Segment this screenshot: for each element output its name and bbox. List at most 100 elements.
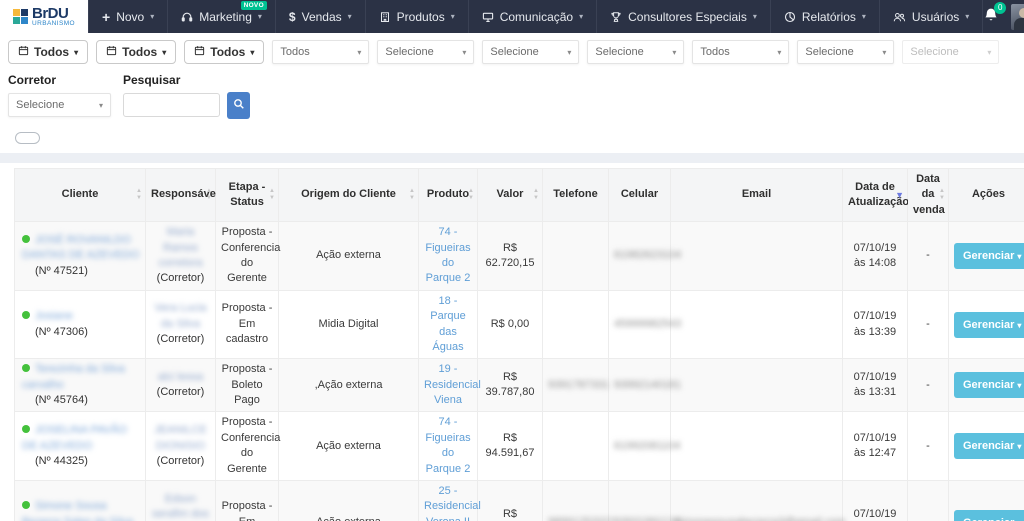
brand-logo[interactable]: BrDU URBANISMO [0, 0, 88, 33]
filter-select-7: Selecione ▾ [902, 40, 1000, 64]
status-dot-icon [22, 501, 30, 510]
notification-count-badge: 0 [994, 1, 1007, 14]
gerenciar-button[interactable]: Gerenciar ▾ [954, 433, 1024, 460]
valor-cell: R$ 39.787,80 [477, 358, 543, 413]
produto-link[interactable]: 18 - Parque das Águas [430, 294, 466, 353]
column-label: Ações [971, 188, 1006, 201]
etapa-status-cell: Proposta - Boleto Pago [215, 358, 279, 413]
search-input[interactable] [123, 93, 220, 117]
nav-item-marketing[interactable]: Marketing ▾ NOVO [167, 0, 275, 33]
column-header-email: Email [670, 167, 843, 223]
sort-icon: ▲ ▼ [409, 188, 415, 202]
toggle-switch[interactable] [15, 132, 40, 144]
responsavel-role: (Corretor) [156, 333, 205, 346]
gerenciar-button[interactable]: Gerenciar ▾ [954, 311, 1024, 338]
pesquisar-label: Pesquisar [123, 73, 181, 87]
divider-band [0, 153, 1024, 163]
sort-icon: ▲ ▼ [206, 188, 212, 202]
sort-icon: ▲ ▼ [533, 188, 539, 202]
nav-menu: + Novo ▾ Marketing ▾ NOVO $ Vendas ▾ Produtos ▾ Com… [88, 0, 984, 33]
table-row: JOSÉ ROVANILDO DANTAS DE AZEVEDO (Nº 4752… [14, 221, 1024, 291]
gerenciar-button[interactable]: Gerenciar ▾ [954, 509, 1024, 521]
cliente-cell: JOSELINA PAVÃO DE AZEVEDO (Nº 44325) [14, 411, 146, 482]
nav-item-label: Marketing [199, 9, 252, 24]
column-label: Cliente [61, 188, 99, 201]
date-filter-button-3[interactable]: Todos ▾ [184, 40, 265, 64]
table-row: Josiane (Nº 47306) Vera Lucia da Silva (Cor… [14, 289, 1024, 360]
filter-select-5[interactable]: Todos ▾ [692, 40, 790, 64]
client-name-link[interactable]: Josiane [35, 310, 73, 323]
chevron-down-icon: ▾ [882, 47, 887, 57]
produto-link[interactable]: 19 - Residencial Viena [424, 363, 481, 407]
data-venda-cell: - [907, 411, 949, 482]
date-filter-label: Todos [210, 45, 246, 59]
chevron-down-icon: ▾ [777, 47, 782, 57]
phone-value: 61992081104 [614, 439, 681, 452]
email-value: simonesousabezerra3@gmail.com [676, 516, 846, 521]
gerenciar-button[interactable]: Gerenciar ▾ [954, 372, 1024, 399]
date-filter-label: Todos [34, 45, 70, 59]
chevron-down-icon: ▾ [567, 47, 572, 57]
column-label: Etapa - Status [228, 180, 266, 209]
nav-item-usuarios[interactable]: Usuários ▾ [878, 0, 984, 33]
top-navbar: BrDU URBANISMO + Novo ▾ Marketing ▾ NOVO $ Vend… [0, 0, 1024, 33]
filter-select-1[interactable]: Todos ▾ [272, 40, 370, 64]
filter-select-4[interactable]: Selecione ▾ [587, 40, 685, 64]
chevron-down-icon: ▾ [462, 47, 467, 57]
column-header-valor[interactable]: Valor ▲ ▼ [477, 167, 543, 223]
filter-select-value: Selecione [385, 46, 434, 58]
corretor-label: Corretor [8, 73, 57, 87]
column-header-etapa-status[interactable]: Etapa - Status ▲ ▼ [215, 167, 279, 223]
chevron-down-icon: ▾ [987, 47, 992, 57]
date-filter-button-1[interactable]: Todos ▾ [8, 40, 89, 64]
nav-item-comunicacao[interactable]: Comunicação ▾ [467, 0, 596, 33]
filter-select-6[interactable]: Selecione ▾ [797, 40, 895, 64]
nav-item-produtos[interactable]: Produtos ▾ [364, 0, 468, 33]
nav-item-consultores-especiais[interactable]: Consultores Especiais ▾ [596, 0, 770, 33]
nav-item-label: Relatórios [801, 9, 856, 24]
client-number: (Nº 47521) [35, 264, 88, 277]
nav-item-novo[interactable]: + Novo ▾ [88, 0, 167, 33]
column-label: Responsável [151, 188, 219, 201]
column-header-data-de-atualizacao[interactable]: Data de Atualização ▼ [842, 167, 909, 223]
avatar[interactable] [1011, 3, 1024, 30]
filter-select-3[interactable]: Selecione ▾ [482, 40, 580, 64]
client-name-link[interactable]: Terezinha da Silva carvalho [22, 363, 125, 391]
column-label: Celular [620, 188, 659, 201]
chevron-down-icon: ▾ [1017, 519, 1021, 521]
data-venda-cell: - [907, 480, 949, 521]
client-name-link[interactable]: JOSÉ ROVANILDO DANTAS DE AZEVEDO [22, 233, 140, 262]
table-row: Simone Sousa Bezerra Sales da Silva(Nº 3… [14, 480, 1024, 521]
nav-item-relatorios[interactable]: Relatórios ▾ [769, 0, 879, 33]
responsavel-name: Vera Lucia da Silva [154, 302, 207, 330]
column-header-data-da-venda[interactable]: Data da venda ▲ ▼ [907, 167, 949, 223]
produto-link[interactable]: 74 - Figueiras do Parque 2 [425, 416, 471, 475]
brand-subname: URBANISMO [32, 19, 75, 27]
column-header-origem-do-cliente[interactable]: Origem do Cliente ▲ ▼ [278, 167, 419, 223]
filter-select-2[interactable]: Selecione ▾ [377, 40, 475, 64]
produto-link[interactable]: 25 - Residencial Verona II - IMP 03 - 2 [424, 485, 481, 521]
data-atualizacao-cell: 07/10/19 às 12:47 [842, 411, 908, 482]
corretor-select[interactable]: Selecione ▾ [8, 93, 111, 117]
nav-item-label: Consultores Especiais [628, 9, 747, 24]
chevron-down-icon: ▾ [1017, 251, 1022, 261]
nav-item-vendas[interactable]: $ Vendas ▾ [274, 0, 365, 33]
produto-link[interactable]: 74 - Figueiras do Parque 2 [425, 226, 471, 285]
column-header-produto[interactable]: Produto ▲ ▼ [418, 167, 478, 223]
acoes-cell: Gerenciar ▾ [948, 289, 1024, 360]
client-name-link[interactable]: Simone Sousa Bezerra Sales da Silva [22, 500, 133, 521]
produto-cell: 25 - Residencial Verona II - IMP 03 - 2 [418, 480, 481, 521]
etapa-status-cell: Proposta - Conferencia do Gerente [215, 411, 280, 482]
date-filter-button-2[interactable]: Todos ▾ [96, 40, 177, 64]
produto-cell: 18 - Parque das Águas [418, 289, 478, 360]
origem-cell: Ação externa [278, 221, 419, 291]
gerenciar-button[interactable]: Gerenciar ▾ [954, 242, 1024, 269]
client-name-link[interactable]: JOSELINA PAVÃO DE AZEVEDO [22, 424, 127, 452]
column-header-cliente[interactable]: Cliente ▲ ▼ [14, 167, 146, 223]
notifications-button[interactable]: 0 [983, 1, 1007, 27]
search-button[interactable] [227, 92, 250, 119]
column-header-responsavel[interactable]: Responsável ▲ ▼ [145, 167, 219, 223]
email-cell [670, 221, 843, 291]
data-venda-cell: - [907, 358, 949, 413]
phone-value: 61982623104 [614, 249, 682, 262]
